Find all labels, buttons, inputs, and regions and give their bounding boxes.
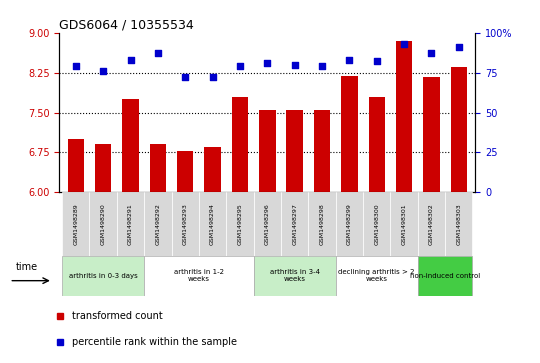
Bar — [232, 97, 248, 192]
Bar — [418, 192, 445, 256]
Bar — [336, 256, 418, 296]
Bar — [259, 110, 275, 192]
Text: GSM1498301: GSM1498301 — [402, 203, 407, 245]
Text: arthritis in 0-3 days: arthritis in 0-3 days — [69, 273, 138, 279]
Bar — [68, 139, 84, 192]
Bar — [286, 110, 303, 192]
Bar — [123, 99, 139, 192]
Text: declining arthritis > 2
weeks: declining arthritis > 2 weeks — [339, 269, 415, 282]
Point — [181, 74, 190, 80]
Bar — [423, 77, 440, 192]
Point — [318, 63, 326, 69]
Bar — [445, 192, 472, 256]
Bar — [450, 67, 467, 192]
Point — [153, 50, 162, 56]
Bar — [90, 192, 117, 256]
Bar — [314, 110, 330, 192]
Text: transformed count: transformed count — [72, 311, 163, 321]
Point — [71, 63, 80, 69]
Text: GSM1498298: GSM1498298 — [320, 203, 325, 245]
Text: GSM1498299: GSM1498299 — [347, 203, 352, 245]
Bar — [281, 192, 308, 256]
Text: GSM1498290: GSM1498290 — [100, 203, 106, 245]
Text: arthritis in 1-2
weeks: arthritis in 1-2 weeks — [174, 269, 224, 282]
Bar — [117, 192, 144, 256]
Bar — [172, 192, 199, 256]
Text: GSM1498300: GSM1498300 — [374, 203, 379, 245]
Bar — [390, 192, 418, 256]
Point — [373, 58, 381, 64]
Bar — [308, 192, 336, 256]
Bar — [95, 144, 111, 192]
Text: GSM1498293: GSM1498293 — [183, 203, 188, 245]
Point — [291, 62, 299, 68]
Text: GSM1498294: GSM1498294 — [210, 203, 215, 245]
Point — [126, 57, 135, 63]
Bar — [150, 144, 166, 192]
Point — [345, 57, 354, 63]
Bar — [204, 147, 221, 192]
Bar — [363, 192, 390, 256]
Point — [427, 50, 436, 56]
Text: GSM1498291: GSM1498291 — [128, 203, 133, 245]
Point — [235, 63, 244, 69]
Bar — [254, 192, 281, 256]
Text: GSM1498292: GSM1498292 — [156, 203, 160, 245]
Text: GSM1498302: GSM1498302 — [429, 203, 434, 245]
Text: GSM1498297: GSM1498297 — [292, 203, 297, 245]
Text: percentile rank within the sample: percentile rank within the sample — [72, 337, 238, 347]
Text: GDS6064 / 10355534: GDS6064 / 10355534 — [59, 19, 194, 32]
Bar — [418, 256, 472, 296]
Point — [99, 68, 107, 74]
Bar — [254, 256, 336, 296]
Text: GSM1498303: GSM1498303 — [456, 203, 461, 245]
Point — [455, 44, 463, 50]
Text: arthritis in 3-4
weeks: arthritis in 3-4 weeks — [269, 269, 320, 282]
Bar — [226, 192, 254, 256]
Bar — [368, 97, 385, 192]
Bar — [341, 76, 357, 192]
Bar — [144, 256, 254, 296]
Bar — [62, 256, 144, 296]
Text: GSM1498289: GSM1498289 — [73, 203, 78, 245]
Bar — [62, 192, 90, 256]
Bar — [177, 151, 193, 192]
Point — [208, 74, 217, 80]
Bar — [396, 41, 412, 192]
Text: time: time — [16, 262, 38, 272]
Bar — [199, 192, 226, 256]
Text: GSM1498295: GSM1498295 — [238, 203, 242, 245]
Point — [263, 60, 272, 66]
Text: GSM1498296: GSM1498296 — [265, 203, 270, 245]
Text: non-induced control: non-induced control — [410, 273, 480, 279]
Bar — [336, 192, 363, 256]
Bar — [144, 192, 172, 256]
Point — [400, 41, 408, 47]
